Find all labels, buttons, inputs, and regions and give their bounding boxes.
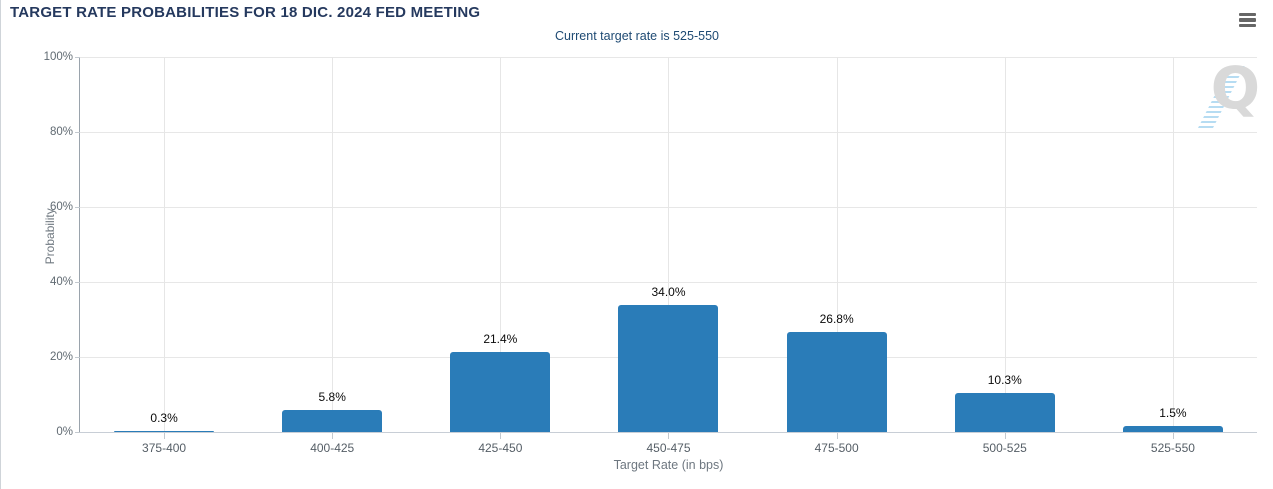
hamburger-icon	[1238, 13, 1256, 17]
chart-subtitle: Current target rate is 525-550	[555, 29, 719, 43]
y-tick-mark	[75, 282, 80, 283]
y-tick-mark	[75, 207, 80, 208]
gridline	[1004, 57, 1006, 432]
category-column-500-525: 10.3% 500-525	[921, 57, 1089, 455]
x-tick-mark	[668, 433, 670, 439]
x-axis-title: Target Rate (in bps)	[613, 458, 724, 472]
bar-columns: 0.3% 375-400 5.8% 400-425 21.4% 425-450 34.0% 4…	[80, 57, 1257, 455]
x-tick-mark	[1004, 433, 1006, 439]
hamburger-icon	[1238, 18, 1256, 22]
gridline	[1172, 57, 1174, 432]
x-tick-mark	[164, 433, 166, 439]
probability-bar-425-450[interactable]	[450, 351, 551, 432]
y-tick-label: 20%	[49, 351, 73, 363]
category-column-425-450: 21.4% 425-450	[416, 57, 584, 455]
gridline	[836, 57, 838, 432]
probability-bar-525-550[interactable]	[1122, 426, 1223, 432]
gridline	[500, 57, 502, 432]
category-column-525-550: 1.5% 525-550	[1089, 57, 1257, 455]
plot-area: 0% 20% 40% 60% 80% 100% 0.3% 375-400 5.8% 400-42…	[43, 51, 1257, 472]
x-tick-mark	[836, 433, 838, 439]
gridline	[164, 57, 166, 432]
y-tick-mark	[75, 57, 80, 58]
bar-value-label: 34.0%	[651, 284, 686, 299]
category-column-400-425: 5.8% 400-425	[248, 57, 416, 455]
y-tick-label: 80%	[49, 126, 73, 138]
y-tick-mark	[75, 132, 80, 133]
bar-value-label: 5.8%	[318, 390, 346, 405]
x-category-label: 425-450	[478, 441, 523, 455]
y-tick-label: 60%	[49, 201, 73, 213]
bar-value-label: 26.8%	[819, 311, 854, 326]
y-tick-label: 40%	[49, 276, 73, 288]
y-axis-title: Probability	[43, 207, 58, 264]
category-column-475-500: 26.8% 475-500	[753, 57, 921, 455]
category-column-450-475: 34.0% 450-475	[584, 57, 752, 455]
bar-value-label: 0.3%	[150, 410, 178, 425]
y-tick-mark	[75, 357, 80, 358]
y-tick-mark	[75, 432, 80, 433]
x-category-label: 400-425	[310, 441, 355, 455]
x-category-label: 375-400	[142, 441, 187, 455]
probability-bar-500-525[interactable]	[954, 393, 1055, 432]
bar-value-label: 21.4%	[483, 331, 518, 346]
y-tick-label: 100%	[43, 51, 73, 63]
x-tick-mark	[1172, 433, 1174, 439]
gridline	[332, 57, 334, 432]
gridline	[668, 57, 670, 432]
probability-bar-450-475[interactable]	[618, 304, 719, 432]
chart-context-menu-button[interactable]	[1235, 9, 1259, 31]
x-category-label: 525-550	[1150, 441, 1195, 455]
x-category-label: 450-475	[646, 441, 691, 455]
x-category-label: 500-525	[982, 441, 1027, 455]
category-column-375-400: 0.3% 375-400	[80, 57, 248, 455]
x-tick-mark	[332, 433, 334, 439]
bar-value-label: 10.3%	[987, 373, 1022, 388]
probability-bar-400-425[interactable]	[282, 410, 383, 432]
x-category-label: 475-500	[814, 441, 859, 455]
bar-value-label: 1.5%	[1159, 406, 1187, 421]
probability-bar-475-500[interactable]	[786, 331, 887, 432]
x-tick-mark	[500, 433, 502, 439]
y-tick-label: 0%	[56, 426, 73, 438]
probability-bar-375-400[interactable]	[114, 430, 215, 432]
page-title: TARGET RATE PROBABILITIES FOR 18 DIC. 20…	[10, 4, 481, 21]
hamburger-icon	[1238, 23, 1256, 27]
